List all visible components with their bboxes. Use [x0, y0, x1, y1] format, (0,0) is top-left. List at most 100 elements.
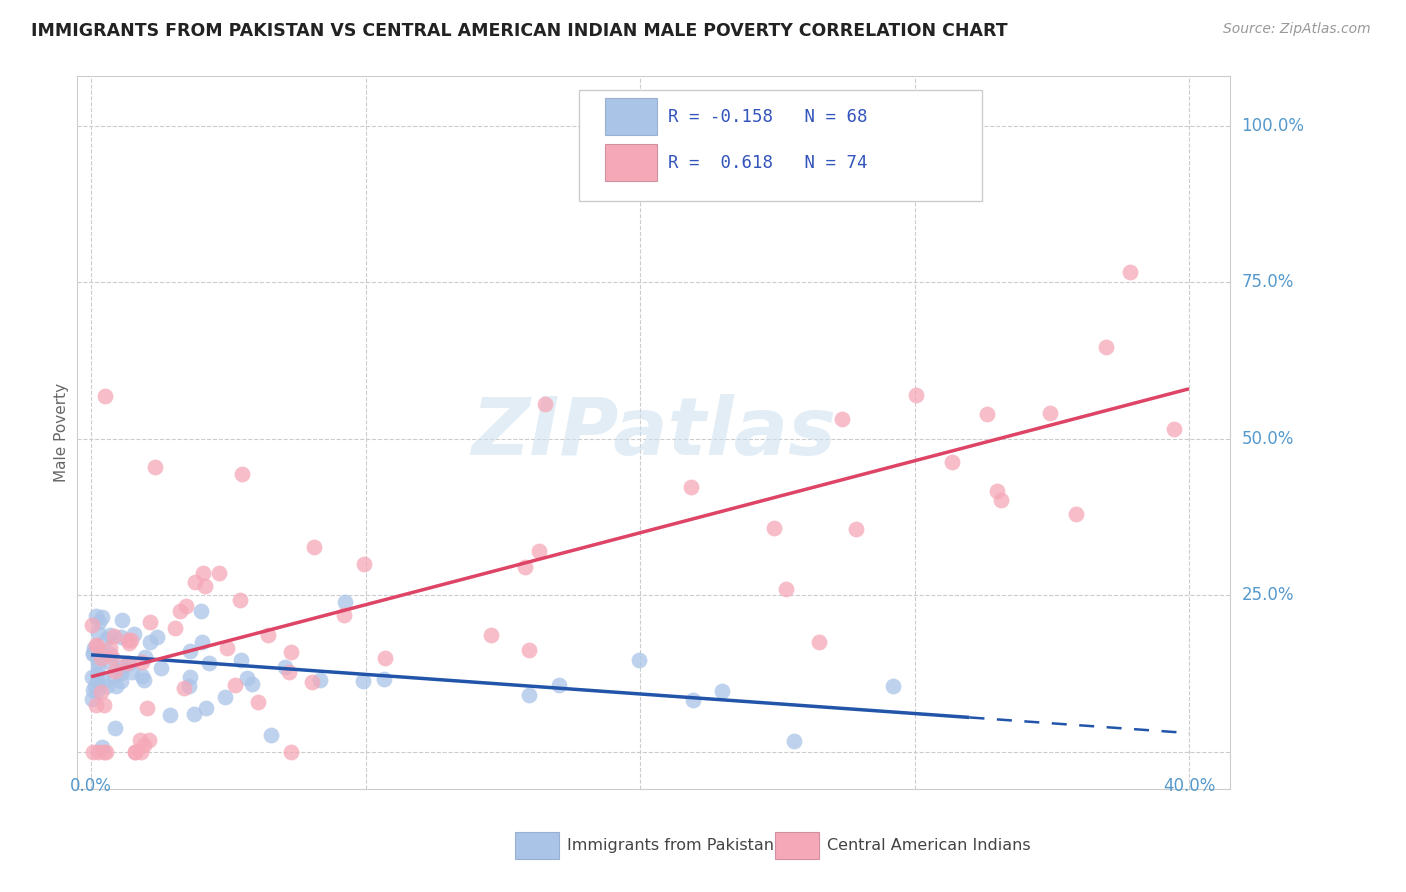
- Point: [84, 638, 107, 652]
- Point: [177, 679, 200, 693]
- Point: [373, 672, 395, 686]
- Point: [198, 656, 221, 670]
- Point: [481, 627, 503, 641]
- Point: [274, 660, 297, 674]
- Point: [145, 460, 167, 475]
- Point: [783, 734, 806, 748]
- Point: [807, 635, 830, 649]
- Point: [159, 707, 181, 722]
- Point: [110, 665, 132, 680]
- Text: R = -0.158   N = 68: R = -0.158 N = 68: [668, 108, 868, 126]
- Point: [87, 626, 110, 640]
- Point: [86, 673, 108, 688]
- Point: [173, 681, 195, 695]
- Point: [98, 628, 121, 642]
- Point: [517, 643, 540, 657]
- Point: [111, 613, 134, 627]
- Point: [775, 582, 797, 597]
- Point: [103, 629, 125, 643]
- FancyBboxPatch shape: [775, 831, 818, 859]
- Point: [548, 678, 571, 692]
- Point: [93, 745, 115, 759]
- Point: [353, 557, 375, 571]
- Point: [82, 646, 104, 660]
- Point: [132, 673, 155, 688]
- Text: 0.0%: 0.0%: [70, 777, 112, 795]
- Text: Central American Indians: Central American Indians: [827, 838, 1031, 853]
- Point: [94, 745, 117, 759]
- Point: [190, 604, 212, 618]
- Point: [990, 492, 1012, 507]
- Point: [1066, 508, 1088, 522]
- Point: [301, 675, 323, 690]
- Point: [278, 665, 301, 679]
- Point: [333, 594, 356, 608]
- Point: [682, 692, 704, 706]
- Point: [120, 632, 142, 647]
- Text: 100.0%: 100.0%: [1241, 117, 1305, 135]
- Point: [90, 648, 112, 663]
- Text: 75.0%: 75.0%: [1241, 273, 1294, 292]
- Point: [229, 592, 252, 607]
- Point: [681, 480, 703, 494]
- Point: [1163, 421, 1185, 435]
- Point: [195, 701, 218, 715]
- Point: [882, 680, 904, 694]
- Text: ZIPatlas: ZIPatlas: [471, 393, 837, 472]
- Point: [91, 674, 114, 689]
- Point: [515, 560, 537, 574]
- Point: [110, 673, 132, 688]
- Point: [1119, 265, 1142, 279]
- Point: [174, 599, 197, 614]
- Point: [352, 673, 374, 688]
- Point: [110, 630, 132, 644]
- Point: [111, 660, 134, 674]
- Point: [179, 644, 201, 658]
- Point: [100, 656, 122, 670]
- Point: [124, 627, 146, 641]
- Point: [1095, 340, 1118, 354]
- Point: [763, 520, 786, 534]
- Point: [136, 700, 159, 714]
- Point: [302, 540, 325, 554]
- Point: [86, 660, 108, 674]
- Point: [86, 683, 108, 698]
- Text: Source: ZipAtlas.com: Source: ZipAtlas.com: [1223, 22, 1371, 37]
- Point: [91, 647, 114, 661]
- Point: [231, 653, 253, 667]
- Point: [84, 680, 107, 694]
- FancyBboxPatch shape: [606, 98, 657, 135]
- Point: [124, 745, 146, 759]
- Point: [115, 657, 138, 671]
- Point: [86, 667, 108, 681]
- Point: [104, 664, 127, 678]
- Point: [711, 683, 734, 698]
- Point: [87, 745, 110, 759]
- Point: [759, 119, 782, 133]
- Text: Immigrants from Pakistan: Immigrants from Pakistan: [568, 838, 775, 853]
- Point: [138, 615, 160, 629]
- Point: [80, 617, 103, 632]
- Point: [184, 574, 207, 589]
- Point: [134, 738, 156, 752]
- FancyBboxPatch shape: [579, 90, 983, 201]
- Point: [129, 745, 152, 759]
- Point: [527, 543, 550, 558]
- Point: [236, 671, 259, 685]
- Point: [260, 727, 283, 741]
- Point: [280, 645, 302, 659]
- Text: IMMIGRANTS FROM PAKISTAN VS CENTRAL AMERICAN INDIAN MALE POVERTY CORRELATION CHA: IMMIGRANTS FROM PAKISTAN VS CENTRAL AMER…: [31, 22, 1008, 40]
- Point: [240, 677, 263, 691]
- Point: [134, 650, 156, 665]
- Point: [124, 745, 146, 759]
- Point: [82, 647, 104, 661]
- Point: [138, 732, 160, 747]
- Point: [129, 733, 152, 747]
- Point: [131, 655, 153, 669]
- Point: [280, 745, 302, 759]
- Point: [183, 707, 205, 722]
- Point: [179, 670, 201, 684]
- Text: 50.0%: 50.0%: [1241, 430, 1294, 448]
- Point: [83, 641, 105, 656]
- Point: [87, 615, 110, 630]
